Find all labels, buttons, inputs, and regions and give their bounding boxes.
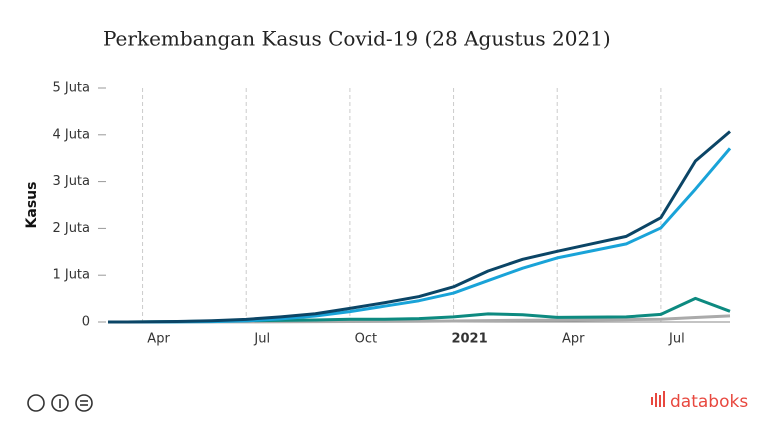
license-icons <box>27 394 93 412</box>
brand-logo <box>651 391 665 407</box>
y-tick-label: 2 Juta <box>52 221 90 236</box>
y-axis-label: Kasus <box>24 182 40 229</box>
brand: databoks <box>670 392 748 412</box>
series-line <box>107 130 731 324</box>
x-tick-label: Oct <box>355 332 377 347</box>
y-tick-label: 3 Juta <box>52 174 90 189</box>
x-tick-label: Jul <box>253 332 270 347</box>
y-tick-label: 4 Juta <box>52 127 90 142</box>
y-tick-label: 0 <box>82 315 90 330</box>
x-tick-label: 2021 <box>451 332 487 347</box>
x-tick-label: Apr <box>562 332 585 347</box>
x-tick-label: Jul <box>668 332 685 347</box>
x-tick-label: Apr <box>147 332 170 347</box>
y-tick-label: 5 Juta <box>52 81 90 96</box>
y-tick-label: 1 Juta <box>52 268 90 283</box>
chart-title: Perkembangan Kasus Covid-19 (28 Agustus … <box>103 27 611 51</box>
